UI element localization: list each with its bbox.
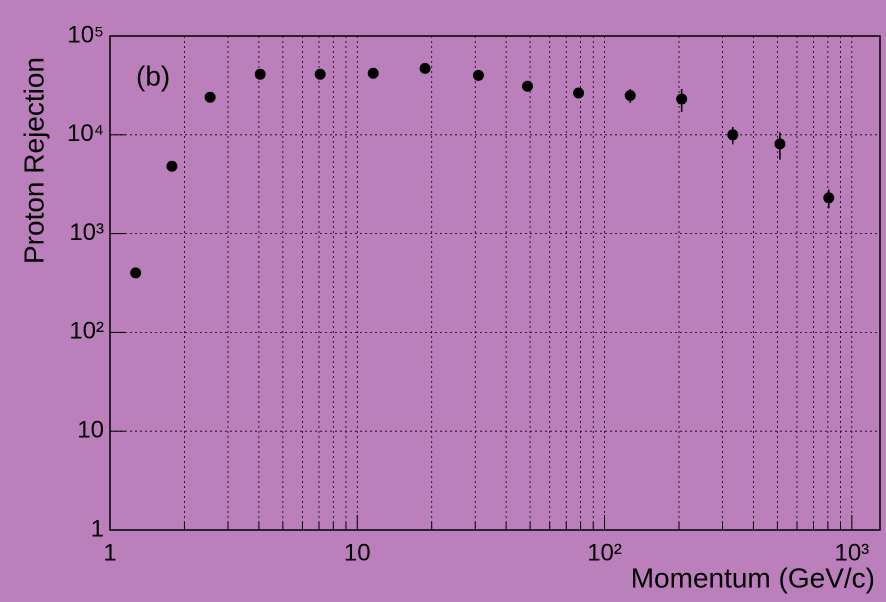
annotation: (b) [136,60,170,91]
x-tick-label: 10² [587,539,622,566]
y-axis-label: Proton Rejection [18,57,49,264]
x-tick-label: 10 [344,539,371,566]
data-point [472,69,484,81]
data-point [522,80,534,92]
data-point [204,91,216,103]
y-tick-label: 10⁴ [67,120,104,147]
data-point [624,89,636,101]
x-tick-label: 10³ [834,539,869,566]
y-tick-label: 10 [77,417,104,444]
x-tick-label: 1 [103,539,116,566]
data-point [676,93,688,105]
y-tick-label: 1 [91,515,104,542]
data-point [314,68,326,80]
data-point [823,192,835,204]
data-point [166,160,178,172]
y-tick-label: 10² [69,318,104,345]
data-point [774,138,786,150]
data-point [254,68,266,80]
x-axis-label: Momentum (GeV/c) [631,562,875,593]
data-point [727,129,739,141]
y-tick-label: 10³ [69,219,104,246]
data-point [573,87,585,99]
data-point [419,62,431,74]
y-tick-label: 10⁵ [67,21,104,48]
data-point [367,67,379,79]
data-point [130,267,142,279]
